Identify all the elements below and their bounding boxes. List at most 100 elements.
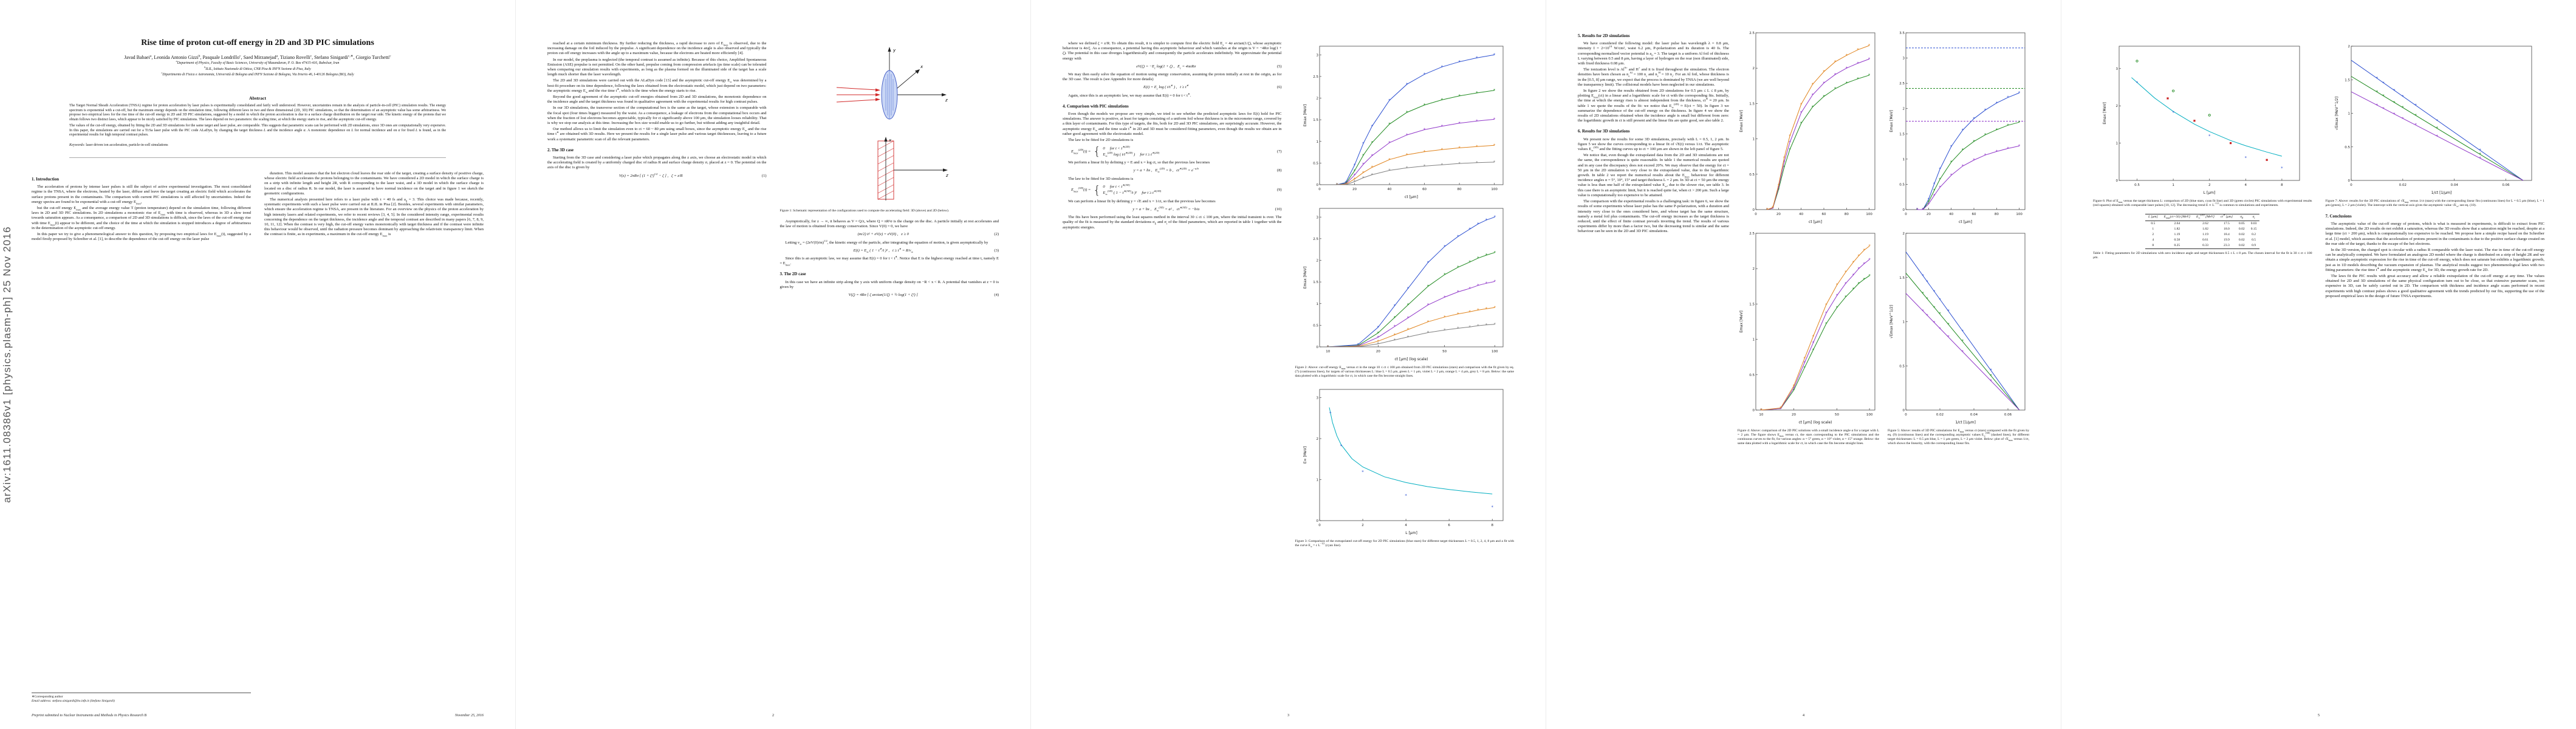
svg-text:0: 0 bbox=[1905, 413, 1907, 417]
svg-text:0: 0 bbox=[1905, 213, 1907, 216]
svg-text:2: 2 bbox=[1752, 67, 1755, 70]
svg-text:*: * bbox=[1783, 156, 1786, 160]
svg-text:0.02: 0.02 bbox=[2399, 183, 2406, 187]
svg-text:*: * bbox=[1354, 177, 1356, 182]
keywords-label: Keywords: bbox=[69, 143, 85, 147]
svg-text:*: * bbox=[1345, 182, 1347, 187]
svg-text:0: 0 bbox=[1318, 524, 1321, 527]
svg-text:*: * bbox=[1362, 176, 1365, 180]
svg-text:*: * bbox=[1468, 260, 1471, 265]
figure4-top-panel-plot: 0 20 40 60 80 100 0 0.5 1 1.5 2 2.5 ct [μm] Emax [MeV… bbox=[1737, 28, 1880, 225]
svg-text:*: * bbox=[1427, 320, 1429, 324]
svg-text:1.5: 1.5 bbox=[1899, 132, 1905, 136]
cases-brace: { bbox=[1093, 183, 1101, 197]
svg-text:0.5: 0.5 bbox=[1313, 162, 1318, 165]
svg-text:*: * bbox=[1477, 222, 1479, 227]
page-2: reached at a certain minimum thickness. … bbox=[515, 0, 1030, 729]
svg-text:*: * bbox=[1800, 111, 1803, 115]
svg-text:*: * bbox=[1845, 81, 1848, 86]
svg-text:0: 0 bbox=[1902, 409, 1905, 412]
footer-date: November 25, 2016 bbox=[454, 713, 484, 717]
svg-text:10: 10 bbox=[1326, 350, 1330, 354]
svg-text:*: * bbox=[1950, 173, 1953, 178]
svg-text:*: * bbox=[1789, 134, 1791, 139]
svg-text:*: * bbox=[1834, 72, 1837, 77]
svg-text:*: * bbox=[1477, 256, 1479, 261]
svg-text:1: 1 bbox=[1902, 158, 1905, 162]
svg-text:*: * bbox=[1444, 272, 1446, 277]
svg-text:*: * bbox=[1476, 145, 1478, 149]
svg-text:*: * bbox=[1823, 69, 1825, 74]
arxiv-watermark: arXiv:1611.08386v1 [physics.plasm-ph] 25… bbox=[1, 226, 13, 503]
svg-text:*: * bbox=[1922, 309, 1924, 313]
svg-text:Emax [MeV]: Emax [MeV] bbox=[1739, 310, 1744, 332]
svg-text:*: * bbox=[1863, 248, 1865, 253]
table-cell: 0.02 bbox=[2238, 227, 2245, 231]
svg-text:*: * bbox=[2393, 100, 2396, 105]
svg-text:*: * bbox=[1458, 121, 1461, 126]
section-heading-2d-case: 3. The 2D case bbox=[779, 272, 806, 277]
svg-text:*: * bbox=[1423, 103, 1426, 108]
svg-text:*: * bbox=[1493, 143, 1496, 148]
svg-text:Emax [MeV]: Emax [MeV] bbox=[1889, 110, 1894, 132]
svg-text:*: * bbox=[1961, 349, 1964, 354]
svg-text:*: * bbox=[1493, 117, 1496, 122]
svg-text:*: * bbox=[1394, 338, 1396, 343]
svg-text:2: 2 bbox=[2208, 183, 2211, 187]
svg-text:*: * bbox=[1792, 388, 1795, 393]
paragraph: reached at a certain minimum thickness. … bbox=[547, 41, 767, 56]
svg-text:0.5: 0.5 bbox=[2345, 146, 2351, 149]
table-cell: 1 bbox=[2152, 227, 2154, 231]
svg-text:ct [μm]: ct [μm] bbox=[1959, 220, 1972, 224]
svg-text:*: * bbox=[1933, 305, 1936, 310]
svg-text:Emax [MeV]: Emax [MeV] bbox=[1303, 267, 1307, 289]
equation-lhs: Emax(2D)(t) = bbox=[1071, 148, 1091, 154]
svg-text:0: 0 bbox=[1316, 183, 1318, 187]
table-cell: 18.0 bbox=[2224, 227, 2230, 231]
svg-text:10: 10 bbox=[1759, 413, 1763, 417]
equation-number: (3) bbox=[994, 248, 999, 253]
table-cell: 23.3 bbox=[2217, 242, 2236, 249]
svg-text:*: * bbox=[2018, 120, 2021, 125]
svg-text:40: 40 bbox=[1949, 213, 1953, 216]
svg-text:4: 4 bbox=[2244, 183, 2247, 187]
svg-text:100: 100 bbox=[2016, 213, 2023, 216]
svg-text:*: * bbox=[1916, 207, 1919, 212]
figure5-bottom-panel-plot: 0 0.02 0.04 0.06 0 0.5 1 1.5 2 1/ct [1/μm] √Emax [… bbox=[1887, 228, 2030, 426]
svg-text:*: * bbox=[1803, 356, 1806, 361]
equation-body: V(z) = 2πRσ [ (1 + ζ²)1/2 − ζ ] , ζ = z/… bbox=[618, 172, 683, 178]
svg-text:1: 1 bbox=[1752, 338, 1755, 342]
axis-label-x: x bbox=[920, 64, 923, 69]
figure2-bottom-panel-plot: 10 20 50 100 0 0.5 1 1.5 2 2.5 3 ct [μm] (log scale… bbox=[1301, 204, 1508, 363]
svg-text:6: 6 bbox=[1448, 524, 1450, 527]
equation-9: Emax(3D)(t) = { 0 for t < t∗(3D) E∞(3D) … bbox=[1063, 183, 1282, 197]
svg-text:3: 3 bbox=[1316, 216, 1318, 219]
svg-text:*: * bbox=[1336, 182, 1338, 187]
page-5: 0.5 1 2 4 8 0 1 2 3 L [μm] Emax [MeV] * * * * * Figure … bbox=[2061, 0, 2576, 729]
paragraph: We can perform a linear fit by defining … bbox=[1068, 199, 1216, 204]
abstract-section: Abstract The Target Normаl Sheath Accele… bbox=[69, 95, 446, 151]
svg-text:*: * bbox=[1812, 341, 1815, 346]
svg-text:20: 20 bbox=[1927, 213, 1931, 216]
paragraph: Asymptotically, for z → ∞, it behaves as… bbox=[779, 219, 999, 229]
table-cell: 0.58 bbox=[2174, 238, 2180, 242]
svg-text:*: * bbox=[1868, 43, 1871, 48]
footer-preprint-note: Preprint submitted to Nuclear Instrument… bbox=[32, 713, 147, 717]
paragraph: Beyond the good agreement of the asympto… bbox=[547, 95, 767, 104]
svg-text:*: * bbox=[2376, 89, 2379, 94]
svg-text:1.5: 1.5 bbox=[2345, 78, 2351, 82]
cases-brace: { bbox=[1093, 145, 1101, 159]
table-cell: 17.5 bbox=[2224, 221, 2230, 225]
svg-text:*: * bbox=[2383, 94, 2385, 98]
svg-text:*: * bbox=[1863, 261, 1865, 266]
svg-text:*: * bbox=[1388, 168, 1391, 173]
page3-column-right: 0 20 40 60 80 100 0 0.5 1 1.5 2 2.5 3 ct [μm] Emax [Me… bbox=[1295, 41, 1514, 703]
svg-text:0.5: 0.5 bbox=[1313, 324, 1318, 327]
svg-text:*: * bbox=[1845, 66, 1848, 70]
svg-text:2: 2 bbox=[1316, 97, 1318, 101]
svg-text:*: * bbox=[1973, 158, 1975, 163]
svg-text:*: * bbox=[2208, 134, 2211, 139]
footnote-star: ∗Corresponding author bbox=[32, 695, 63, 699]
table-header-cell: E∞(2D) [MeV] bbox=[2193, 213, 2218, 221]
svg-text:1: 1 bbox=[2348, 112, 2351, 116]
